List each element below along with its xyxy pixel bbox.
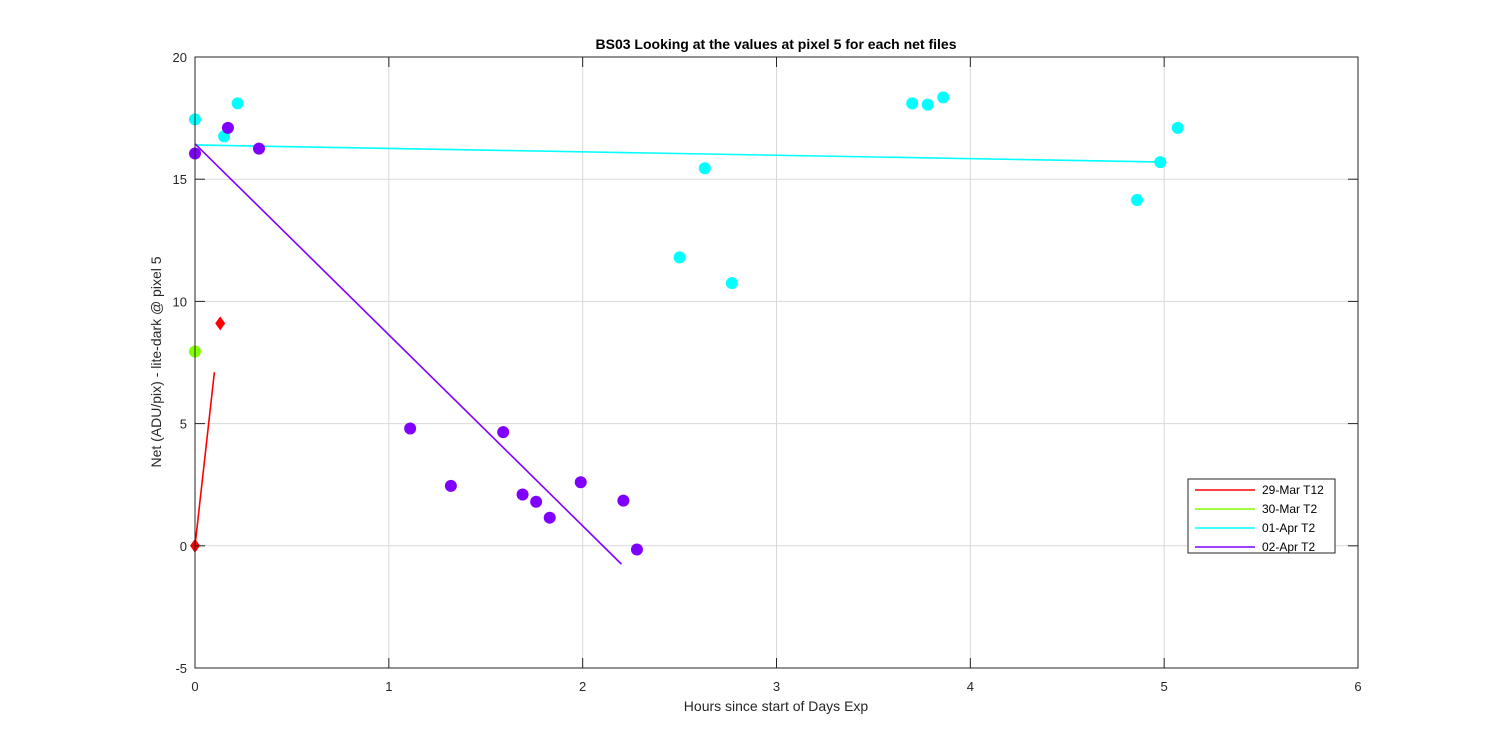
data-point <box>221 121 234 134</box>
x-tick-label: 5 <box>1161 679 1168 694</box>
y-tick-label: 0 <box>180 539 187 554</box>
x-tick-label: 1 <box>385 679 392 694</box>
data-point <box>444 479 457 492</box>
data-point <box>906 97 919 110</box>
fit-line <box>194 143 622 565</box>
data-point <box>937 91 950 104</box>
data-point <box>617 494 630 507</box>
y-axis-label: Net (ADU/pix) - lite-dark @ pixel 5 <box>148 256 164 467</box>
y-tick-label: 15 <box>173 172 187 187</box>
y-tick-label: -5 <box>175 661 187 676</box>
data-points-layer <box>189 91 1184 556</box>
legend: 29-Mar T12 30-Mar T2 01-Apr T2 02-Apr T2 <box>1187 478 1336 554</box>
data-point <box>530 495 543 508</box>
x-tick-label: 2 <box>579 679 586 694</box>
legend-label: 02-Apr T2 <box>1262 540 1315 554</box>
fit-lines-layer <box>194 143 1165 565</box>
data-point <box>516 488 529 501</box>
data-point <box>630 543 643 556</box>
fit-line <box>194 144 1165 163</box>
data-point <box>252 142 265 155</box>
data-point <box>673 251 686 264</box>
data-point <box>698 162 711 175</box>
chart-title: BS03 Looking at the values at pixel 5 fo… <box>596 36 957 52</box>
data-point <box>497 426 510 439</box>
x-tick-label: 0 <box>191 679 198 694</box>
y-tick-label: 5 <box>180 417 187 432</box>
data-point <box>1131 193 1144 206</box>
legend-box <box>1187 478 1336 554</box>
x-tick-label: 4 <box>967 679 974 694</box>
legend-label: 30-Mar T2 <box>1262 502 1317 516</box>
ticks-layer: 0 1 2 3 4 5 6 -5 0 5 10 15 20 <box>173 50 1362 694</box>
data-point <box>231 97 244 110</box>
data-point <box>543 511 556 524</box>
data-point <box>1154 156 1167 169</box>
x-axis-label: Hours since start of Days Exp <box>684 698 869 714</box>
data-point <box>574 476 587 489</box>
x-tick-label: 6 <box>1354 679 1361 694</box>
legend-label: 01-Apr T2 <box>1262 521 1315 535</box>
fit-line <box>194 372 216 546</box>
data-point <box>215 316 226 331</box>
legend-label: 29-Mar T12 <box>1262 483 1324 497</box>
y-tick-label: 20 <box>173 50 187 65</box>
y-tick-label: 10 <box>173 294 187 309</box>
data-point <box>1171 121 1184 134</box>
data-point <box>725 277 738 290</box>
data-point <box>404 422 417 435</box>
x-tick-label: 3 <box>773 679 780 694</box>
data-point <box>921 98 934 111</box>
